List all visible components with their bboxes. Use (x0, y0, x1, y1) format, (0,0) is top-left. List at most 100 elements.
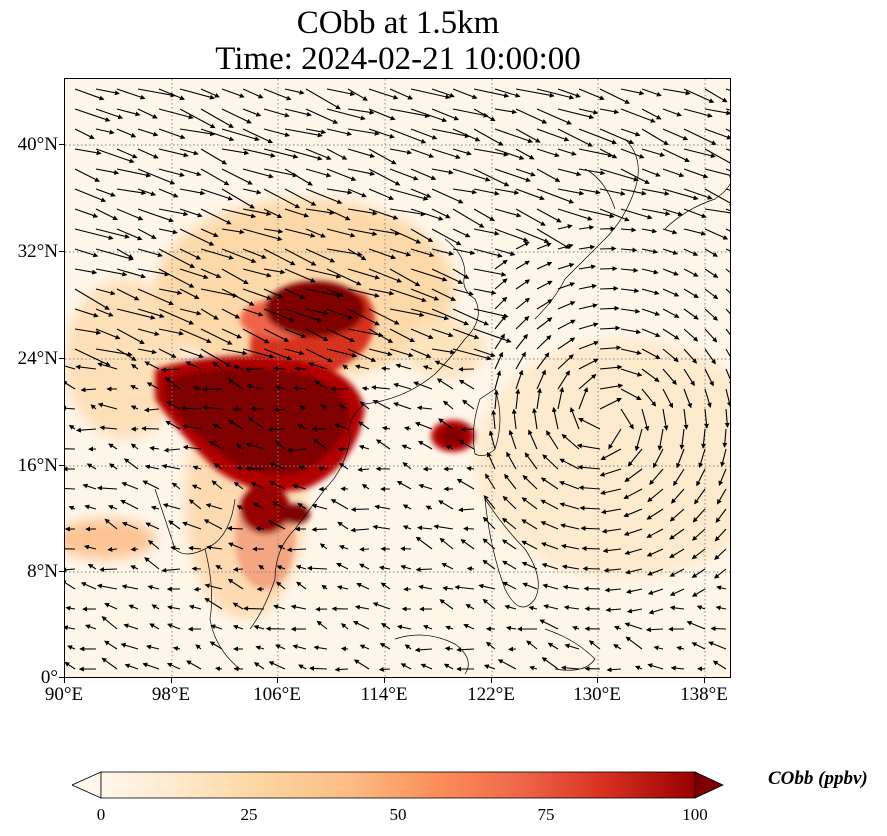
wind-arrow (605, 607, 622, 613)
wind-arrow (347, 268, 381, 280)
wind-arrow (149, 623, 160, 630)
wind-arrow (200, 288, 238, 298)
wind-arrow (683, 288, 699, 299)
wind-arrow (603, 567, 622, 573)
wind-arrow (560, 523, 580, 530)
wind-arrow (613, 625, 622, 631)
wind-arrow (410, 328, 434, 339)
wind-arrow (227, 578, 244, 590)
wind-arrow (410, 168, 437, 180)
wind-arrow (167, 605, 181, 610)
wind-arrow (389, 128, 427, 144)
wind-arrow (180, 405, 202, 411)
wind-arrow (146, 644, 160, 650)
wind-arrow (326, 328, 356, 343)
wind-arrow (336, 563, 349, 570)
wind-arrow (452, 148, 472, 156)
wind-arrow (97, 402, 118, 410)
wind-arrow (557, 88, 581, 98)
wind-arrow (191, 484, 202, 490)
wind-arrow (347, 128, 380, 136)
wind-arrow (109, 463, 118, 470)
wind-arrow (599, 383, 624, 390)
wind-arrow (347, 148, 376, 158)
lon-tick (597, 678, 598, 683)
lon-tick (277, 678, 278, 683)
wind-arrow (130, 546, 139, 552)
wind-arrow (104, 518, 118, 530)
wind-arrow (559, 458, 580, 470)
wind-arrow (298, 664, 307, 670)
wind-arrow (547, 642, 559, 650)
wind-arrow (200, 148, 228, 165)
wind-arrow (357, 467, 370, 473)
wind-arrow (679, 428, 685, 450)
wind-arrow (452, 308, 490, 326)
wind-arrow (166, 401, 181, 410)
wind-arrow (359, 563, 370, 570)
wind-arrow (292, 484, 307, 490)
wind-arrow (347, 288, 380, 298)
wind-arrow (569, 406, 580, 430)
wind-arrow (604, 587, 622, 593)
wind-arrow (541, 563, 559, 570)
wind-arrow (221, 208, 257, 219)
wind-arrow (506, 451, 517, 470)
wind-arrow (275, 385, 286, 391)
wind-arrow (669, 528, 685, 540)
wind-arrow (90, 404, 97, 410)
wind-arrow (145, 522, 160, 530)
wind-arrow (179, 308, 202, 316)
wind-arrow (120, 499, 139, 510)
wind-arrow (268, 520, 286, 530)
wind-arrow (627, 448, 643, 467)
wind-arrow (536, 208, 562, 223)
wind-arrow (620, 168, 650, 184)
wind-arrow (146, 382, 160, 390)
wind-arrow (683, 228, 707, 236)
wind-arrow (65, 605, 76, 611)
wind-arrow (320, 404, 328, 410)
lon-tick (491, 678, 492, 683)
wind-arrow (578, 168, 606, 176)
wind-arrow (715, 605, 727, 611)
wind-arrow (522, 475, 538, 490)
wind-arrow (193, 385, 202, 391)
wind-arrow (221, 308, 241, 319)
wind-arrow (599, 266, 618, 272)
wind-arrow (263, 308, 295, 322)
colorbar-tick-label: 50 (389, 805, 407, 824)
wind-arrow (215, 565, 223, 570)
wind-arrow (486, 451, 496, 470)
wind-arrow (95, 228, 130, 239)
wind-arrow (123, 623, 139, 630)
wind-arrow (473, 208, 495, 221)
wind-arrow (528, 605, 538, 611)
wind-arrow (410, 348, 432, 358)
wind-arrow (233, 481, 244, 490)
lat-label: 16°N (17, 455, 58, 476)
wind-arrow (242, 168, 274, 179)
wind-arrow (691, 528, 706, 541)
wind-arrow (669, 605, 685, 611)
wind-arrow (340, 623, 349, 630)
wind-arrow (473, 188, 500, 196)
wind-arrow (74, 248, 99, 258)
wind-arrow (515, 388, 521, 410)
wind-arrow (284, 288, 306, 299)
wind-arrow (692, 508, 706, 523)
wind-arrow (718, 468, 727, 487)
wind-arrow (97, 362, 118, 370)
wind-arrow (326, 288, 345, 297)
wind-arrow (599, 148, 618, 159)
wind-arrow (137, 148, 159, 159)
wind-arrow (179, 268, 209, 280)
wind-arrow (150, 505, 160, 511)
wind-arrow (662, 148, 690, 162)
wind-arrow (326, 168, 357, 181)
wind-arrow (95, 128, 115, 135)
wind-arrow (641, 328, 661, 338)
wind-arrow (95, 248, 134, 261)
wind-arrow (209, 441, 223, 450)
wind-arrow (232, 566, 244, 572)
